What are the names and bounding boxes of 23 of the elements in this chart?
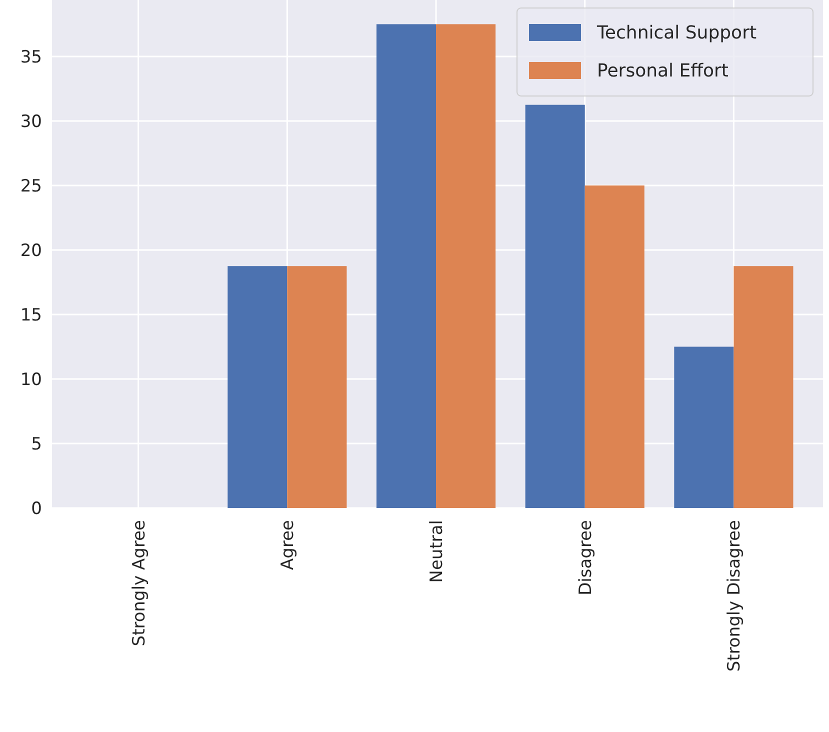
bar <box>674 346 734 508</box>
x-tick-label: Neutral <box>426 520 447 583</box>
y-tick-label: 25 <box>20 176 42 196</box>
bar <box>584 185 644 508</box>
y-tick-label: 5 <box>31 434 42 454</box>
legend-label: Personal Effort <box>597 60 728 82</box>
x-tick-label: Strongly Disagree <box>724 520 745 672</box>
y-tick-label: 20 <box>20 240 42 261</box>
bar <box>228 266 288 508</box>
bar <box>734 266 794 508</box>
y-tick-label: 0 <box>31 498 42 519</box>
bar <box>287 266 347 508</box>
x-tick-label: Agree <box>278 520 298 570</box>
bar <box>525 104 585 508</box>
y-tick-label: 30 <box>20 112 42 132</box>
bar <box>376 24 436 508</box>
y-tick-label: 10 <box>20 370 42 390</box>
x-tick-label: Disagree <box>576 520 596 596</box>
legend-label: Technical Support <box>596 22 757 44</box>
y-tick-label: 35 <box>20 47 42 68</box>
x-tick-label: Strongly Agree <box>129 520 150 646</box>
y-tick-label: 15 <box>20 305 42 326</box>
bar <box>436 24 496 508</box>
